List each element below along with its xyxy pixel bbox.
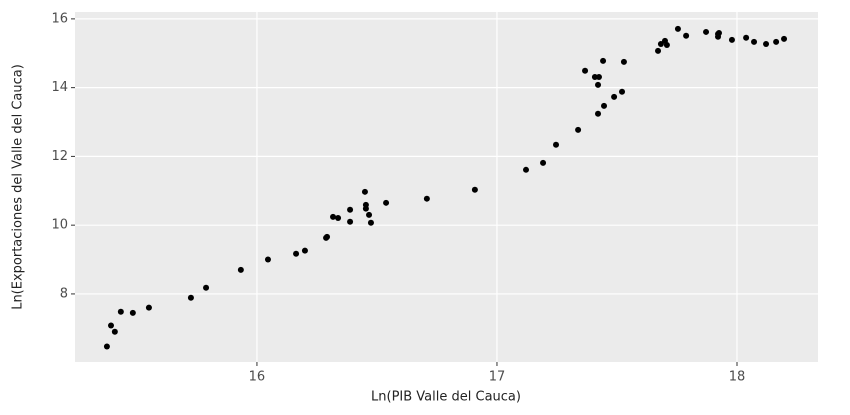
point [366,211,373,218]
y-tick-label: 8 [60,286,68,301]
y-tick-label: 12 [51,149,68,164]
point [129,309,136,316]
point [301,247,308,254]
point [620,58,627,65]
panel [75,12,818,362]
y-tick-label: 14 [51,80,68,95]
point [683,32,690,39]
point [367,219,374,226]
point [553,141,560,148]
point [751,38,758,45]
point [595,110,602,117]
point [187,294,194,301]
point [324,233,331,240]
y-axis-title: Ln(Exportaciones del Valle del Cauca) [11,64,26,310]
point [293,250,300,257]
point [347,206,354,213]
point [575,126,582,133]
point [203,284,210,291]
y-tick-label: 10 [51,218,68,233]
point [657,40,664,47]
point [117,308,124,315]
point [601,102,608,109]
point [663,42,670,49]
point [674,25,681,32]
point [595,73,602,80]
point [619,88,626,95]
point [595,81,602,88]
point [335,214,342,221]
point [715,29,722,36]
point [383,199,390,206]
point [773,38,780,45]
point [582,67,589,74]
point [423,195,430,202]
x-tick-label: 18 [729,370,746,385]
x-axis-title: Ln(PIB Valle del Cauca) [371,390,521,405]
point [540,159,547,166]
point [362,205,369,212]
point [743,34,750,41]
y-tick-label: 16 [51,11,68,26]
point [237,266,244,273]
point [103,343,110,350]
point [611,93,618,100]
point [330,213,337,220]
point [361,188,368,195]
point [728,36,735,43]
x-tick-label: 17 [489,370,506,385]
point [111,328,118,335]
point [347,218,354,225]
point [523,166,530,173]
point [145,304,152,311]
point [703,28,710,35]
point [108,322,115,329]
point [264,256,271,263]
point [600,57,607,64]
point [471,186,478,193]
point [763,40,770,47]
point [655,47,662,54]
point [781,35,788,42]
x-tick-label: 16 [249,370,266,385]
